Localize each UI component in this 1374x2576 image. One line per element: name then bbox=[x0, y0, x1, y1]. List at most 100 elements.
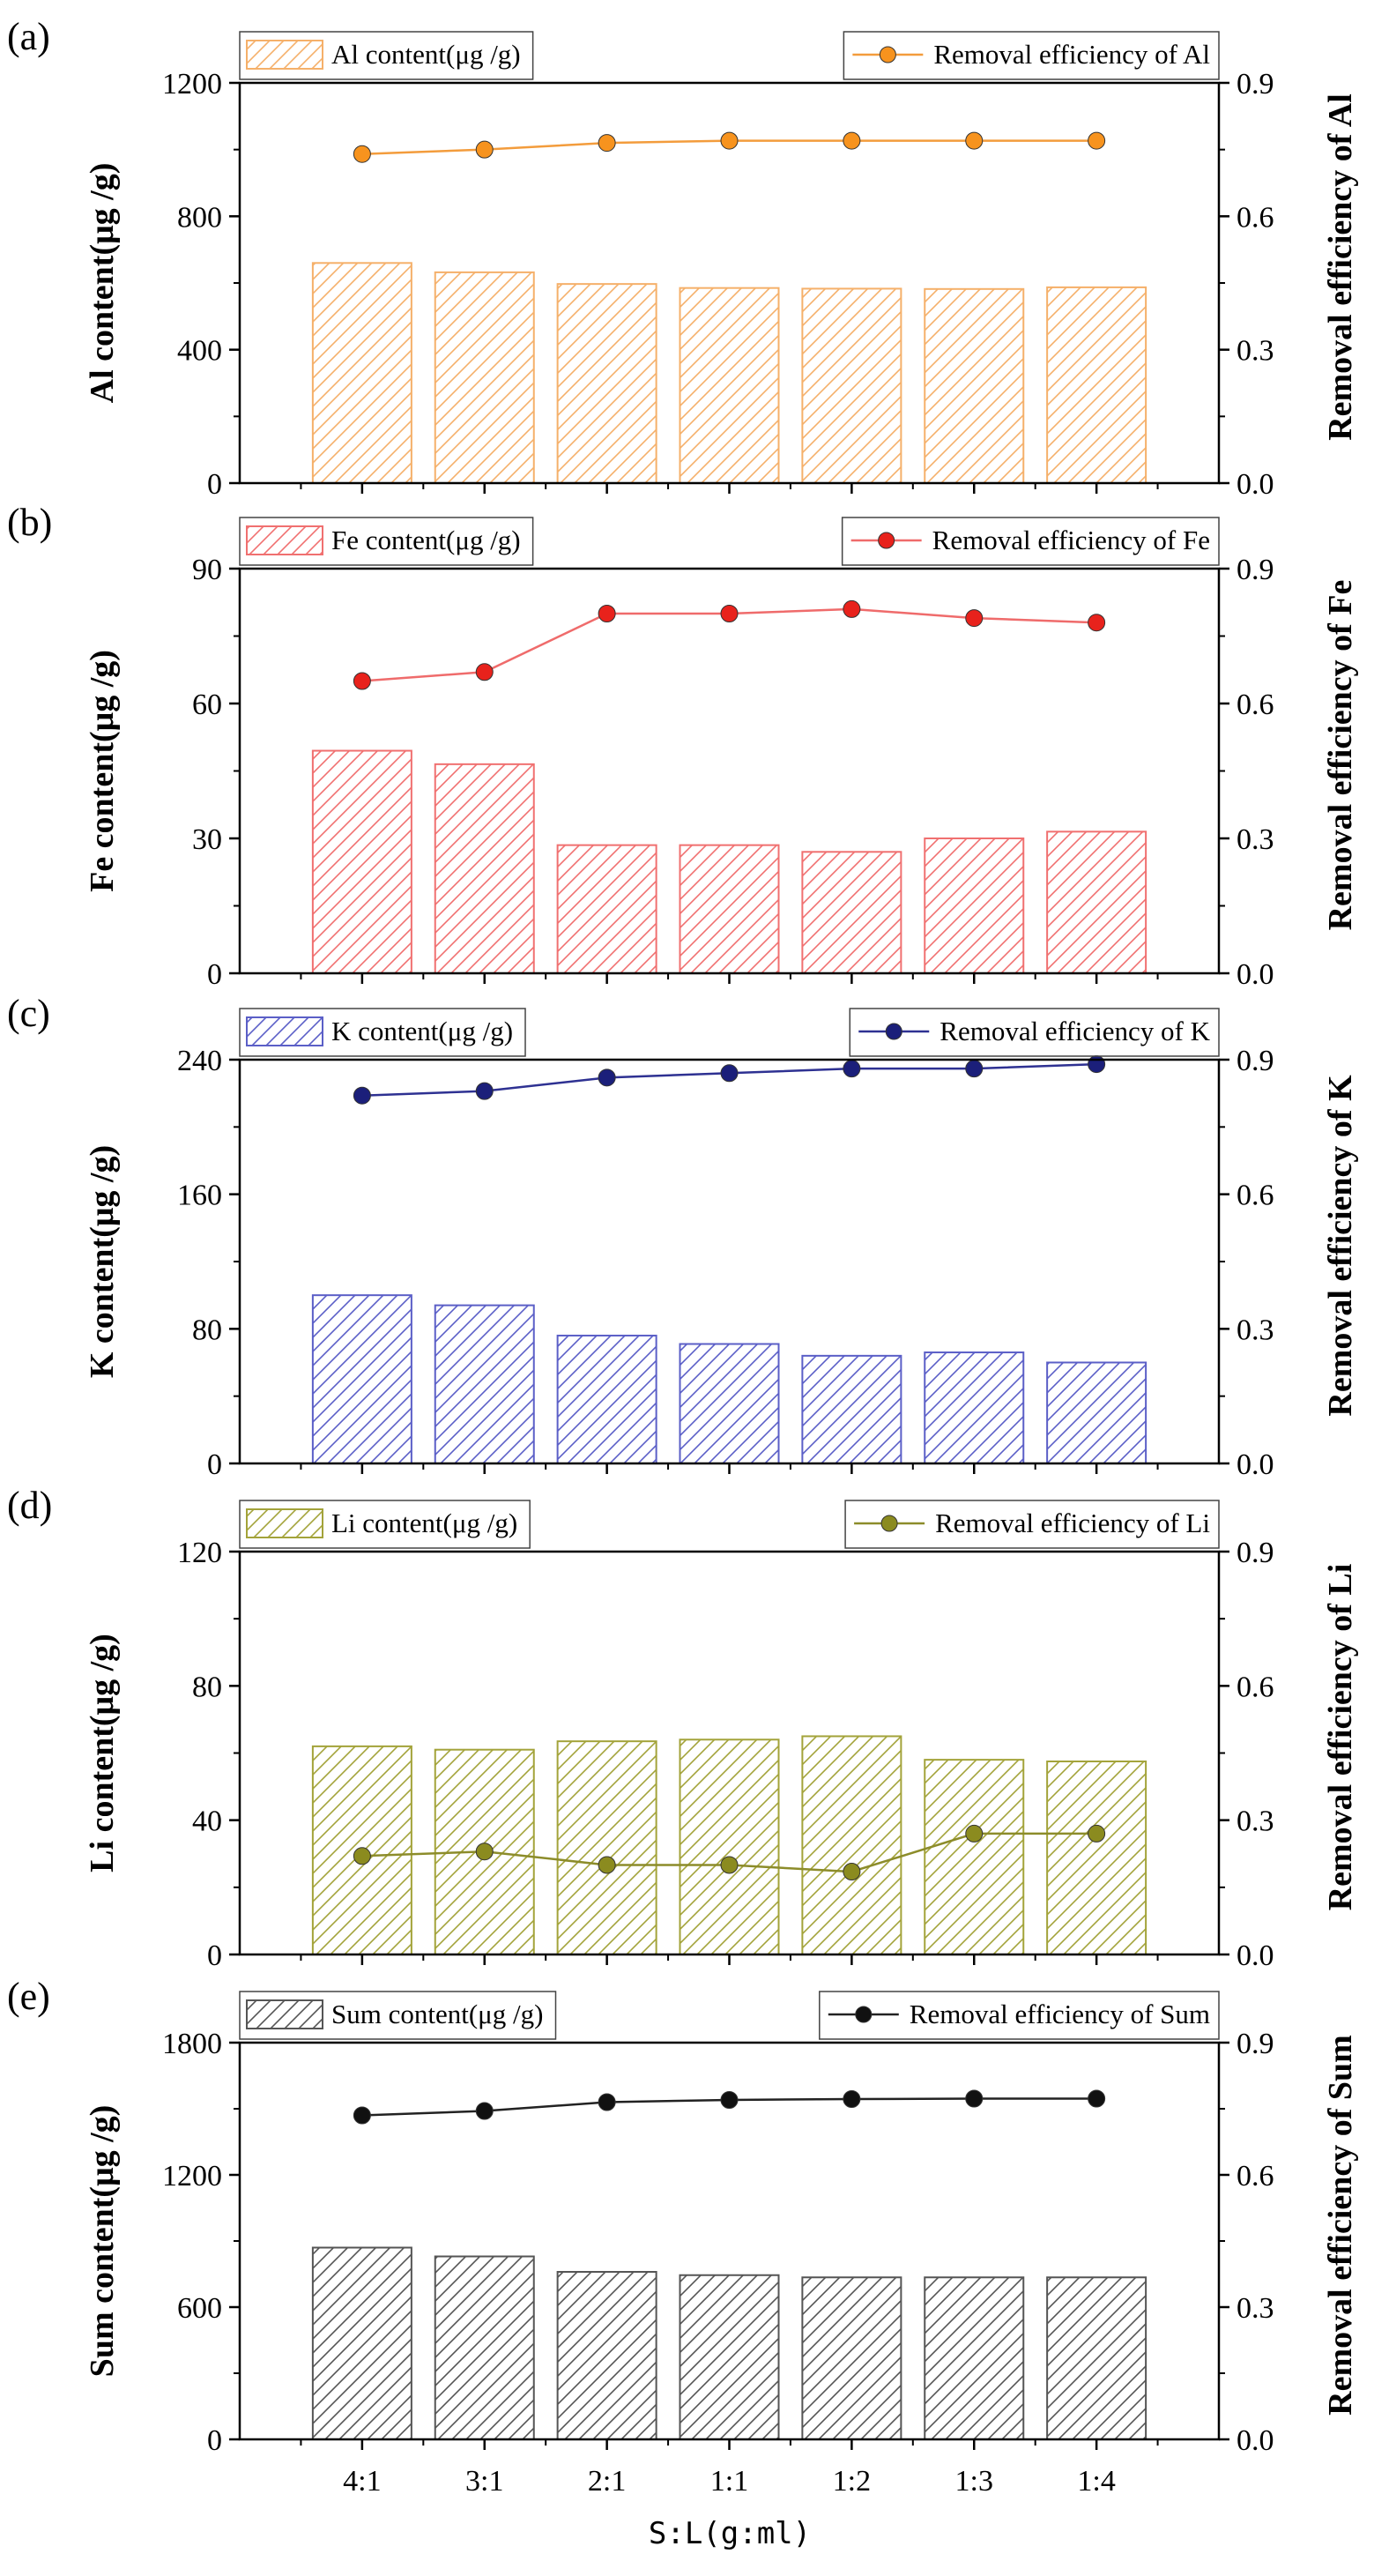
point-a-3 bbox=[598, 134, 616, 153]
legend-bar-swatch-c bbox=[246, 1016, 323, 1046]
legend-bar-label-a: Al content(μg /g) bbox=[331, 39, 521, 70]
point-a-4 bbox=[720, 131, 739, 150]
legend-bar-swatch-e bbox=[246, 1999, 323, 2029]
point-e-6 bbox=[965, 2089, 984, 2108]
y-left-title-d: Li content(μg /g) bbox=[84, 1634, 121, 1872]
x-tick-label-3: 2:1 bbox=[588, 2465, 626, 2498]
y-right-tick-d-4: 0.9 bbox=[1237, 1537, 1274, 1569]
legend-bar-e: Sum content(μg /g) bbox=[239, 1991, 557, 2040]
legend-bar-box-b bbox=[239, 517, 534, 566]
legend-bar-swatch-b bbox=[246, 525, 323, 555]
y-left-title-b: Fe content(μg /g) bbox=[84, 650, 121, 892]
bar-c-3 bbox=[556, 1334, 657, 1465]
y-right-tick-e-1: 0.0 bbox=[1237, 2424, 1274, 2457]
legend-line-marker-e bbox=[855, 2006, 873, 2023]
point-e-1 bbox=[353, 2106, 371, 2125]
panel-d: (d) 0 40 80 120 0.0 0.3 0.6 0.9 Li content(μg /g)… bbox=[7, 1484, 1359, 1972]
point-d-3 bbox=[598, 1856, 616, 1874]
legend-bar-label-b: Fe content(μg /g) bbox=[331, 525, 521, 555]
y-left-tick-d-2: 40 bbox=[192, 1805, 222, 1838]
y-left-tick-c-2: 80 bbox=[192, 1314, 222, 1346]
point-c-1 bbox=[353, 1086, 371, 1105]
legend-line-marker-b bbox=[878, 532, 895, 549]
bar-c-1 bbox=[311, 1294, 412, 1464]
point-b-2 bbox=[475, 663, 494, 681]
point-b-3 bbox=[598, 605, 616, 622]
y-left-tick-b-2: 30 bbox=[192, 823, 222, 856]
bar-e-7 bbox=[1046, 2276, 1147, 2440]
panel-label-e: (e) bbox=[7, 1975, 50, 2018]
y-left-tick-c-4: 240 bbox=[177, 1045, 222, 1077]
point-a-2 bbox=[475, 140, 494, 159]
legend-line-label-e: Removal efficiency of Sum bbox=[910, 1999, 1210, 2029]
point-d-1 bbox=[353, 1847, 371, 1865]
y-left-tick-a-1: 0 bbox=[207, 468, 222, 501]
y-left-tick-b-4: 90 bbox=[192, 554, 222, 586]
legend-bar-label-c: K content(μg /g) bbox=[331, 1016, 513, 1046]
point-b-7 bbox=[1088, 614, 1106, 632]
y-right-tick-d-2: 0.3 bbox=[1237, 1805, 1274, 1838]
legend-bar-box-a bbox=[239, 31, 534, 80]
legend-line-box-b bbox=[841, 517, 1220, 566]
y-right-tick-a-4: 0.9 bbox=[1237, 68, 1274, 101]
y-right-tick-e-4: 0.9 bbox=[1237, 2028, 1274, 2060]
point-e-4 bbox=[720, 2091, 739, 2109]
legend-bar-box-c bbox=[239, 1008, 526, 1057]
y-left-tick-e-3: 1200 bbox=[162, 2160, 222, 2193]
legend-line-b: Removal efficiency of Fe bbox=[841, 517, 1220, 566]
point-d-2 bbox=[475, 1843, 494, 1861]
legend-line-box-d bbox=[844, 1500, 1220, 1549]
y-right-tick-a-2: 0.3 bbox=[1237, 335, 1274, 368]
y-left-title-a: Al content(μg /g) bbox=[84, 163, 121, 404]
y-left-tick-b-3: 60 bbox=[192, 689, 222, 721]
y-left-tick-d-4: 120 bbox=[177, 1537, 222, 1569]
bar-a-1 bbox=[311, 262, 412, 484]
legend-line-box-a bbox=[843, 31, 1220, 80]
bar-e-1 bbox=[311, 2246, 412, 2440]
legend-bar-swatch-d bbox=[246, 1508, 323, 1538]
bar-a-3 bbox=[556, 283, 657, 485]
bar-b-7 bbox=[1046, 830, 1147, 974]
y-right-title-b: Removal efficiency of Fe bbox=[1322, 580, 1359, 931]
bar-a-6 bbox=[924, 287, 1025, 484]
bar-b-6 bbox=[924, 838, 1025, 974]
point-b-4 bbox=[720, 605, 739, 622]
bar-d-4 bbox=[679, 1738, 780, 1956]
y-right-title-e: Removal efficiency of Sum bbox=[1322, 2035, 1359, 2416]
legend-line-e: Removal efficiency of Sum bbox=[819, 1991, 1220, 2040]
x-tick-label-2: 3:1 bbox=[465, 2465, 503, 2498]
legend-bar-box-d bbox=[239, 1500, 531, 1549]
x-axis-title: S:L(g:ml) bbox=[649, 2516, 811, 2551]
y-left-tick-c-1: 0 bbox=[207, 1448, 222, 1481]
legend-line-c: Removal efficiency of K bbox=[849, 1008, 1220, 1057]
y-left-title-e: Sum content(μg /g) bbox=[84, 2105, 121, 2378]
bar-a-4 bbox=[679, 287, 780, 484]
y-left-tick-e-4: 1800 bbox=[162, 2028, 222, 2060]
y-right-tick-c-1: 0.0 bbox=[1237, 1448, 1274, 1481]
legend-bar-c: K content(μg /g) bbox=[239, 1008, 526, 1057]
panel-e: (e) 0 600 1200 1800 0.0 0.3 0.6 0.9 4:1 3:1 2:1 1:1 1… bbox=[7, 1975, 1359, 2498]
bar-d-5 bbox=[801, 1735, 902, 1956]
y-right-title-a: Removal efficiency of Al bbox=[1322, 93, 1359, 441]
bar-b-3 bbox=[556, 844, 657, 975]
legend-bar-box-e bbox=[239, 1991, 557, 2040]
bar-a-2 bbox=[434, 271, 535, 485]
legend-line-marker-a bbox=[879, 46, 896, 63]
panel-label-a: (a) bbox=[7, 15, 50, 58]
y-right-tick-e-3: 0.6 bbox=[1237, 2160, 1274, 2193]
bar-b-1 bbox=[311, 749, 412, 974]
panel-label-c: (c) bbox=[7, 992, 50, 1035]
point-b-5 bbox=[843, 599, 861, 618]
y-right-tick-b-4: 0.9 bbox=[1237, 554, 1274, 586]
point-c-2 bbox=[475, 1082, 494, 1100]
legend-bar-label-e: Sum content(μg /g) bbox=[331, 1999, 543, 2029]
point-e-7 bbox=[1088, 2089, 1106, 2108]
y-right-tick-a-1: 0.0 bbox=[1237, 468, 1274, 501]
point-c-4 bbox=[720, 1064, 739, 1083]
y-right-tick-a-3: 0.6 bbox=[1237, 201, 1274, 234]
point-a-7 bbox=[1088, 131, 1106, 150]
y-right-tick-c-4: 0.9 bbox=[1237, 1045, 1274, 1077]
point-c-3 bbox=[598, 1068, 616, 1087]
y-left-tick-d-3: 80 bbox=[192, 1671, 222, 1703]
